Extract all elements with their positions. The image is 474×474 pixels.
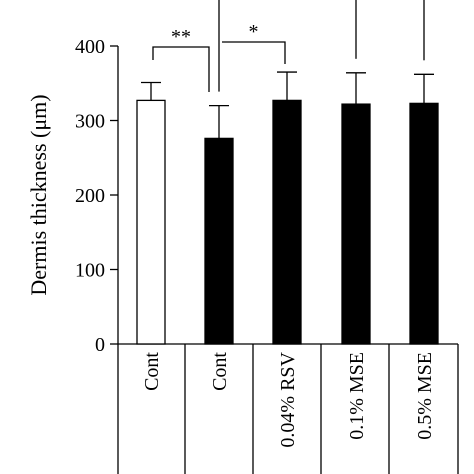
- y-axis-title: Dermis thickness (μm): [26, 94, 51, 295]
- bar: [136, 99, 166, 345]
- bars: [136, 99, 439, 345]
- category-label: Cont: [141, 352, 163, 391]
- significance-bracket: [222, 41, 286, 64]
- y-tick-label: 100: [75, 260, 105, 282]
- bar: [272, 99, 302, 345]
- significance-brackets: ** *: [152, 21, 286, 92]
- category-label: Cont: [209, 352, 231, 391]
- category-labels: Cont Cont 0.04% RSV 0.1% MSE 0.5% MSE: [141, 351, 436, 447]
- bar: [409, 102, 439, 345]
- significance-label: *: [249, 21, 259, 43]
- y-tick-label: 200: [75, 185, 105, 207]
- y-axis: 0 100 200 300 400: [75, 36, 119, 356]
- category-label: 0.04% RSV: [277, 351, 299, 447]
- category-label: 0.1% MSE: [346, 352, 368, 440]
- y-tick-label: 300: [75, 111, 105, 133]
- category-label: 0.5% MSE: [414, 352, 436, 440]
- y-tick-label: 400: [75, 36, 105, 58]
- significance-label: **: [171, 26, 191, 48]
- error-bars: [141, 0, 434, 139]
- y-tick-label: 0: [95, 334, 105, 356]
- significance-bracket: [152, 46, 210, 92]
- bar: [341, 103, 371, 345]
- bar: [204, 137, 234, 345]
